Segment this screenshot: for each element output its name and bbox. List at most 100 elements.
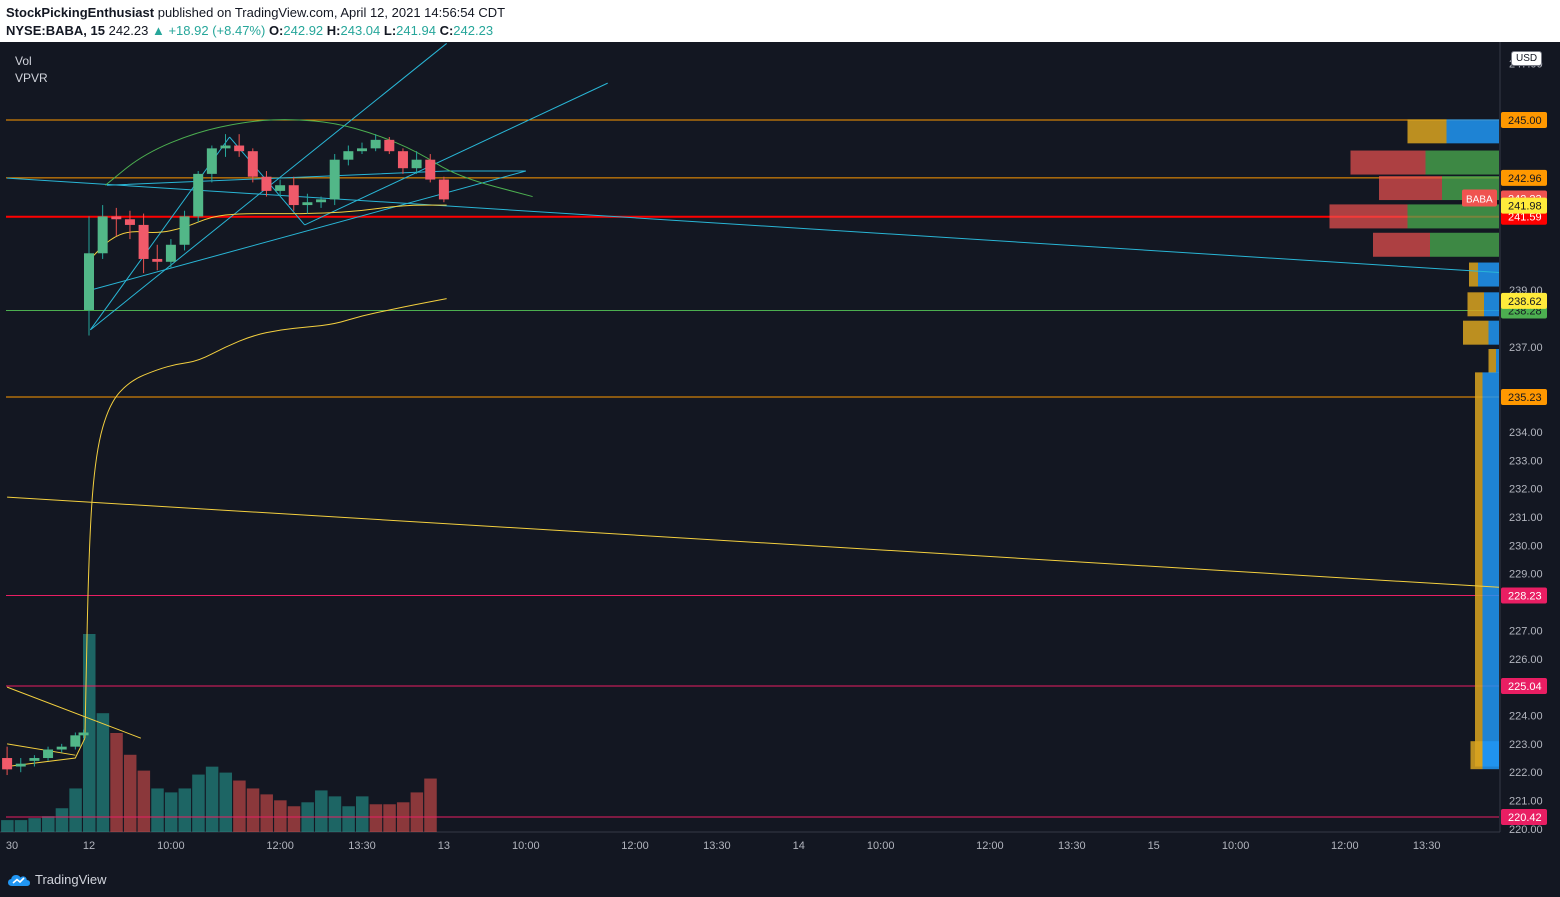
vpvr-up-volume: [1407, 204, 1499, 229]
volume-bar: [110, 733, 123, 832]
symbol-name[interactable]: NYSE:BABA, 15: [6, 23, 105, 38]
price-tick-label: 230.00: [1509, 540, 1543, 552]
level-price-label-bg: [1501, 677, 1547, 694]
candle-body: [261, 176, 272, 191]
time-tick-label: 13:30: [348, 840, 376, 852]
trend-line: [7, 737, 86, 768]
moving-average-line: [90, 204, 447, 260]
volume-bar: [424, 778, 437, 832]
price-tag-label-bg: [1501, 197, 1547, 214]
candle-body: [438, 179, 449, 200]
trend-line: [304, 82, 608, 226]
time-tick-label: 10:00: [512, 840, 540, 852]
time-tick-label: 14: [793, 840, 805, 852]
price-tick-label: 221.00: [1509, 796, 1543, 808]
candle-body: [15, 763, 26, 767]
candle-body: [343, 151, 354, 160]
price-tick-label: 226.00: [1509, 654, 1543, 666]
level-price-label-bg: [1501, 169, 1547, 186]
candle-body: [138, 224, 149, 259]
price-tick-label: 229.00: [1509, 569, 1543, 581]
price-tick-label: 231.00: [1509, 512, 1543, 524]
volume-bar: [164, 792, 178, 832]
vpvr-up-volume: [1478, 262, 1499, 287]
candle-body: [124, 219, 135, 225]
vpvr-up-volume: [1484, 292, 1499, 317]
volume-bar: [1, 820, 14, 832]
level-price-label: 242.96: [1508, 173, 1542, 185]
price-tick-label: 227.00: [1509, 625, 1543, 637]
symbol-tag-bg: [1462, 189, 1497, 207]
level-price-label-bg: [1501, 587, 1547, 604]
vpvr-down-volume: [1379, 176, 1442, 201]
symbol-info: NYSE:BABA, 15 242.23 ▲ +18.92 (+8.47%) O…: [6, 23, 493, 38]
candle-body: [316, 199, 327, 203]
volume-bar: [246, 788, 260, 832]
time-tick-label: 13: [438, 840, 450, 852]
volume-bar: [219, 772, 232, 832]
indicator-legend: Vol VPVR: [15, 53, 48, 87]
open-value: 242.92: [283, 23, 324, 38]
vpvr-down-volume: [1463, 320, 1489, 345]
time-tick-label: 12:00: [266, 840, 294, 852]
moving-average-line: [84, 298, 447, 739]
indicator-vol[interactable]: Vol: [15, 54, 32, 68]
volume-bar: [178, 788, 192, 832]
price-tick-label: 233.00: [1509, 455, 1543, 467]
time-tick-label: 12: [83, 840, 95, 852]
candle-body: [288, 185, 299, 206]
trend-line: [7, 496, 1499, 588]
published-text: published on TradingView.com, April 12, …: [157, 5, 506, 20]
indicator-vpvr[interactable]: VPVR: [15, 71, 48, 85]
candle-body: [234, 145, 245, 152]
candle-body: [384, 139, 395, 152]
candle-body: [357, 148, 367, 152]
volume-bar: [328, 796, 342, 832]
candle-body: [275, 185, 286, 191]
price-tick-label: 237.00: [1509, 342, 1543, 354]
price-chart[interactable]: 247.00239.00237.00234.00233.00232.00231.…: [0, 42, 1560, 862]
time-tick-label: 30: [6, 840, 18, 852]
level-price-label: 241.59: [1508, 212, 1542, 224]
price-tick-label: 234.00: [1509, 427, 1543, 439]
candle-body: [329, 159, 340, 200]
candle-body: [29, 758, 40, 761]
candle-body: [97, 216, 108, 254]
vpvr-down-volume: [1488, 349, 1496, 374]
level-price-label: 235.23: [1508, 392, 1542, 404]
candle-body: [43, 749, 54, 759]
time-tick-label: 13:30: [1058, 840, 1086, 852]
trend-line: [106, 170, 526, 186]
vpvr-up-volume: [1488, 320, 1499, 345]
moving-average-line: [105, 119, 533, 198]
volume-bar: [96, 713, 110, 832]
high-value: 243.04: [340, 23, 381, 38]
volume-bar: [192, 774, 205, 832]
time-tick-label: 10:00: [867, 840, 895, 852]
author-name[interactable]: StockPickingEnthusiast: [6, 5, 155, 20]
price-change: ▲ +18.92 (+8.47%): [151, 23, 266, 38]
low-value: 241.94: [396, 23, 436, 38]
time-tick-label: 12:00: [621, 840, 649, 852]
candle-body: [165, 244, 176, 262]
level-price-label-bg: [1501, 809, 1547, 825]
candle-body: [70, 735, 81, 747]
vpvr-up-volume: [1496, 349, 1499, 374]
level-price-label: 228.23: [1508, 591, 1542, 603]
volume-bar: [123, 754, 137, 832]
volume-bar: [342, 806, 355, 832]
currency-badge[interactable]: USD: [1511, 51, 1543, 66]
time-tick-label: 10:00: [157, 840, 185, 852]
volume-bar: [274, 800, 287, 832]
candle-body: [2, 758, 13, 770]
vpvr-down-volume: [1329, 204, 1408, 229]
price-tag-label: 238.62: [1508, 296, 1542, 308]
tradingview-logo[interactable]: TradingView: [8, 872, 107, 887]
volume-bar: [356, 796, 369, 832]
price-tick-label: 222.00: [1509, 767, 1543, 779]
vpvr-up-volume: [1482, 372, 1499, 767]
volume-bar: [42, 816, 55, 832]
volume-bar: [315, 790, 328, 832]
volume-bar: [205, 766, 219, 832]
trend-line: [7, 177, 1499, 274]
